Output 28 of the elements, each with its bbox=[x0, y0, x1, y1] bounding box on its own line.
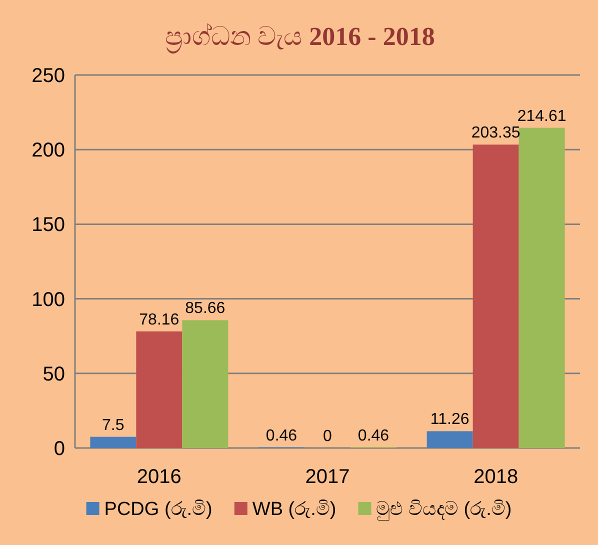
bar bbox=[472, 144, 519, 448]
data-label: 214.61 bbox=[517, 108, 566, 125]
x-tick-label: 2018 bbox=[474, 466, 518, 488]
data-label: 0 bbox=[323, 428, 332, 445]
legend-label: PCDG (රු.මි) bbox=[104, 499, 212, 520]
bar bbox=[136, 331, 182, 448]
y-tick-label: 50 bbox=[42, 363, 65, 386]
x-tick-label: 2016 bbox=[136, 466, 182, 488]
bar bbox=[426, 431, 473, 448]
data-label: 85.66 bbox=[185, 300, 226, 318]
legend-label: WB (රු.මි) bbox=[252, 499, 336, 520]
bar bbox=[90, 436, 136, 448]
y-tick-label: 150 bbox=[32, 214, 65, 236]
data-label: 0.46 bbox=[266, 427, 298, 444]
data-label: 0.46 bbox=[358, 427, 390, 444]
data-label: 11.26 bbox=[430, 411, 470, 428]
y-tick-label: 0 bbox=[54, 438, 65, 460]
chart-title: ප්‍රාග්ධන වැය 2016 - 2018 bbox=[165, 22, 435, 54]
x-tick-label: 2017 bbox=[305, 466, 350, 488]
y-tick-label: 250 bbox=[32, 65, 65, 87]
y-tick-label: 100 bbox=[32, 288, 65, 311]
bar bbox=[518, 128, 565, 448]
bar bbox=[182, 320, 228, 448]
data-label: 203.35 bbox=[471, 124, 520, 142]
y-tick-label: 200 bbox=[32, 140, 65, 162]
data-label: 78.16 bbox=[139, 311, 180, 328]
legend-label: මුළු වියදම (රු.මි) bbox=[376, 499, 512, 521]
data-label: 7.5 bbox=[102, 416, 124, 434]
